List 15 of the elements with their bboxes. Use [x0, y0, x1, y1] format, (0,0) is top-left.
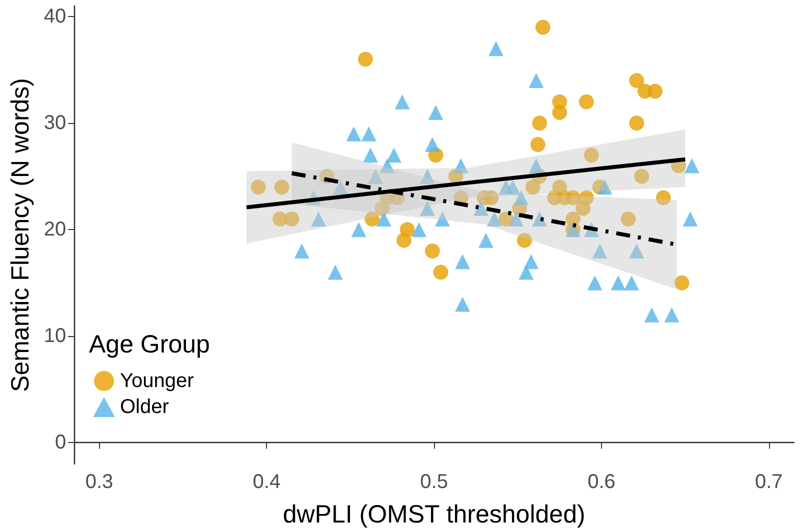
y-tick-label: 0 — [55, 432, 66, 454]
x-tick-label: 0.3 — [85, 471, 114, 493]
legend-title: Age Group — [89, 330, 210, 358]
x-tick-label: 0.7 — [754, 471, 783, 493]
legend-label: Younger — [120, 370, 194, 392]
legend-label: Older — [120, 396, 170, 418]
y-axis-title: Semantic Fluency (N words) — [6, 78, 34, 392]
x-tick-label: 0.5 — [420, 471, 448, 493]
y-tick-label: 30 — [44, 112, 66, 134]
x-axis-title: dwPLI (OMST thresholded) — [282, 500, 586, 528]
y-tick-label: 10 — [44, 325, 66, 348]
y-tick-label: 40 — [44, 6, 66, 28]
x-tick-label: 0.6 — [588, 471, 616, 493]
x-tick-label: 0.4 — [252, 471, 281, 493]
y-tick-label: 20 — [44, 218, 66, 241]
